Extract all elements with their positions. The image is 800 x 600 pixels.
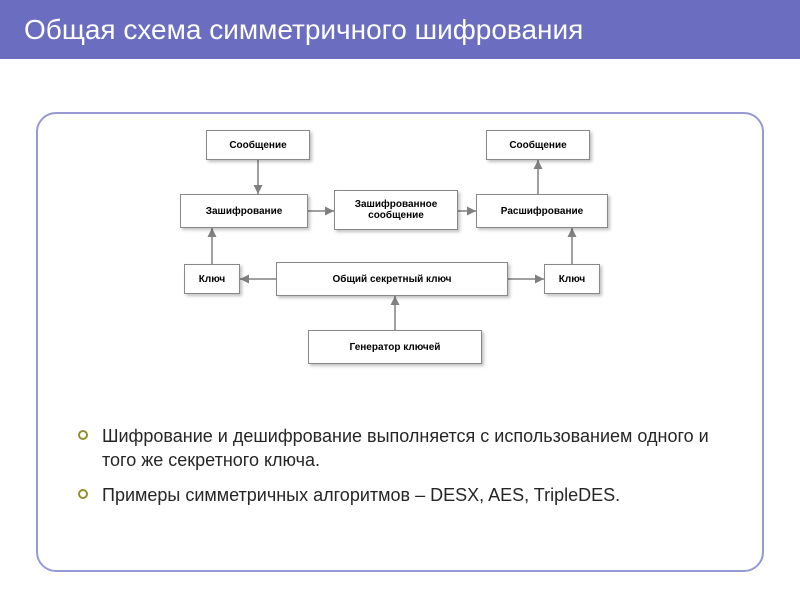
bullet-dot-icon bbox=[78, 430, 88, 440]
bullet-item: Примеры симметричных алгоритмов – DESX, … bbox=[78, 483, 722, 507]
node-dec: Расшифрование bbox=[476, 194, 608, 228]
bullet-text: Примеры симметричных алгоритмов – DESX, … bbox=[102, 483, 620, 507]
content-frame: Сообщение Сообщение Зашифрование Зашифрован… bbox=[36, 112, 764, 572]
node-key2: Ключ bbox=[544, 264, 600, 294]
bullet-text: Шифрование и дешифрование выполняется с … bbox=[102, 424, 722, 473]
node-secret: Общий секретный ключ bbox=[276, 262, 508, 296]
slide-title: Общая схема симметричного шифрования bbox=[24, 14, 583, 45]
node-enc: Зашифрование bbox=[180, 194, 308, 228]
node-msg2: Сообщение bbox=[486, 130, 590, 160]
flow-diagram: Сообщение Сообщение Зашифрование Зашифрован… bbox=[38, 114, 762, 404]
bullet-item: Шифрование и дешифрование выполняется с … bbox=[78, 424, 722, 473]
bullet-list: Шифрование и дешифрование выполняется с … bbox=[78, 424, 722, 517]
bullet-dot-icon bbox=[78, 489, 88, 499]
node-msg1: Сообщение bbox=[206, 130, 310, 160]
node-encmsg: Зашифрованное сообщение bbox=[334, 190, 458, 230]
node-gen: Генератор ключей bbox=[308, 330, 482, 364]
node-key1: Ключ bbox=[184, 264, 240, 294]
slide-header: Общая схема симметричного шифрования bbox=[0, 0, 800, 61]
